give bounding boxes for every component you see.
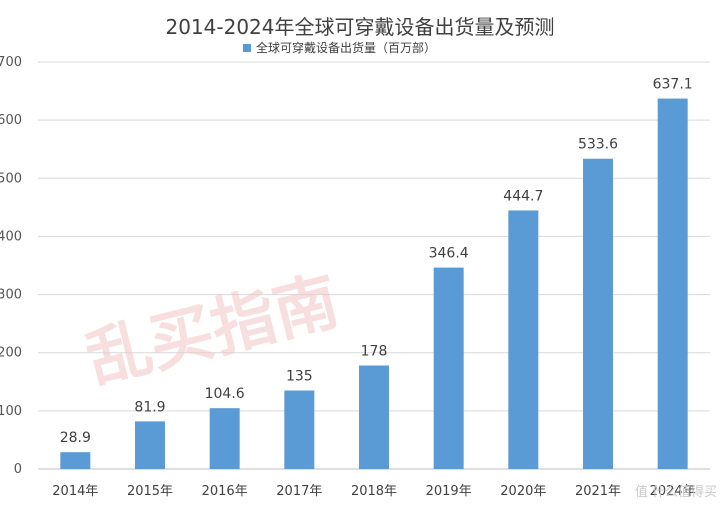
bar	[657, 98, 688, 470]
y-tick-label: 700	[0, 55, 22, 70]
bar	[508, 210, 539, 469]
bar	[433, 267, 464, 469]
corner-mark: 值 什么值得买	[635, 484, 717, 500]
data-label: 28.9	[60, 430, 91, 446]
bar	[135, 421, 165, 469]
data-label: 533.6	[578, 137, 618, 153]
data-label: 104.6	[205, 386, 245, 402]
y-tick-label: 400	[0, 229, 22, 244]
data-label: 81.9	[134, 399, 165, 415]
chart-title: 2014-2024年全球可穿戴设备出货量及预测	[165, 15, 554, 39]
x-tick-label: 2020年	[500, 484, 546, 499]
y-tick-label: 500	[0, 171, 22, 186]
data-label: 178	[361, 344, 388, 360]
y-tick-label: 300	[0, 288, 22, 303]
y-tick-label: 0	[14, 462, 22, 477]
y-tick-label: 200	[0, 346, 22, 361]
data-labels: 28.9 81.9 104.6 135 178 346.4 444.7 533.6 637.1	[60, 77, 693, 447]
x-tick-label: 2021年	[575, 484, 621, 499]
y-tick-label: 100	[0, 404, 22, 419]
data-label: 135	[286, 369, 313, 385]
bar	[359, 365, 389, 469]
x-tick-label: 2024年	[650, 484, 696, 499]
x-tick-label: 2015年	[127, 484, 173, 499]
bar	[284, 390, 315, 469]
bar	[583, 158, 613, 470]
data-label: 444.7	[503, 188, 543, 204]
gridlines	[38, 61, 710, 470]
bar	[60, 452, 91, 469]
data-label: 346.4	[429, 246, 469, 262]
data-label: 637.1	[653, 77, 693, 93]
bar	[209, 408, 240, 469]
x-tick-label: 2018年	[351, 484, 397, 499]
legend-swatch	[243, 44, 251, 52]
bars	[60, 98, 688, 470]
legend: 全球可穿戴设备出货量（百万部）	[243, 40, 436, 55]
x-tick-label: 2017年	[276, 484, 322, 499]
y-tick-label: 600	[0, 113, 22, 128]
x-tick-label: 2016年	[202, 484, 248, 499]
x-axis-ticks: 2014年 2015年 2016年 2017年 2018年 2019年 2020年 2021年…	[52, 484, 695, 499]
x-tick-label: 2019年	[426, 484, 472, 499]
legend-label: 全球可穿戴设备出货量（百万部）	[256, 40, 436, 55]
x-tick-label: 2014年	[52, 484, 98, 499]
y-axis-ticks: 0 100 200 300 400 500 600 700	[0, 55, 22, 477]
